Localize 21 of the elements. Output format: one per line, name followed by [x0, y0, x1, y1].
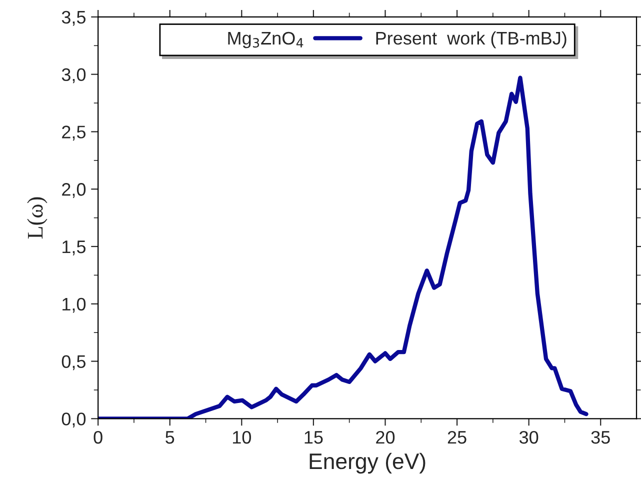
x-tick-label: 0: [94, 430, 102, 444]
y-tick-label: 3,5: [62, 10, 86, 26]
x-tick-label: 15: [304, 431, 323, 444]
x-tick-label: 10: [232, 430, 251, 444]
x-tick-label: 20: [376, 430, 395, 444]
x-tick-label: 35: [591, 430, 610, 444]
y-tick-label: 3,0: [62, 68, 86, 84]
y-tick-label: 1,5: [62, 240, 86, 256]
y-tick-label: 0,5: [62, 355, 86, 370]
x-axis-title: Energy (eV): [310, 452, 426, 474]
x-tick-label: 5: [166, 431, 174, 444]
y-tick-label: 1,0: [62, 298, 86, 313]
line-series: [98, 76, 588, 419]
y-tick-label: 2,5: [62, 126, 86, 141]
y-axis-title: L(ω): [27, 197, 48, 239]
legend-label: Present work (TB-mBJ): [376, 31, 566, 48]
x-tick-label: 30: [519, 430, 538, 444]
y-tick-label: 2,0: [62, 183, 86, 198]
x-tick-label: 25: [448, 430, 466, 444]
legend-title: Mg$_{3}$ZnO$_{4}$: [228, 32, 304, 48]
y-tick-label: 0,0: [62, 412, 86, 428]
